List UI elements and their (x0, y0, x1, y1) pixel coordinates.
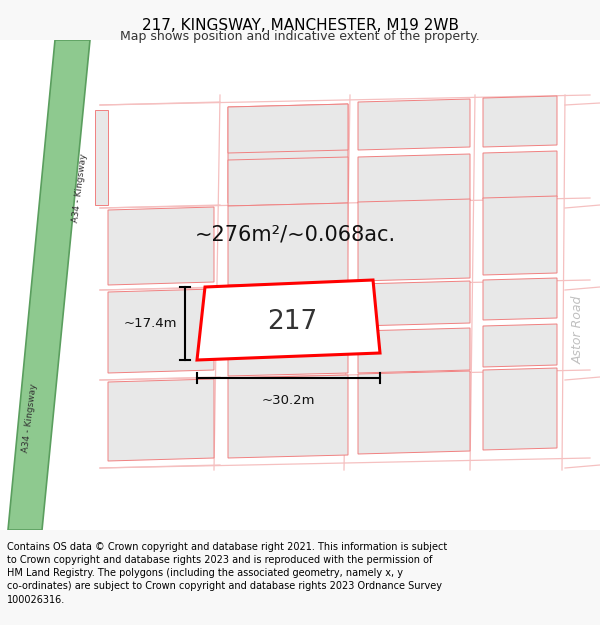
Polygon shape (358, 281, 470, 326)
Text: ~30.2m: ~30.2m (262, 394, 315, 407)
Polygon shape (483, 96, 557, 147)
Polygon shape (483, 278, 557, 320)
Polygon shape (483, 324, 557, 367)
Polygon shape (228, 157, 348, 206)
Polygon shape (358, 328, 470, 373)
Polygon shape (358, 154, 470, 203)
Polygon shape (108, 207, 214, 285)
Polygon shape (228, 203, 348, 285)
Polygon shape (483, 151, 557, 199)
Text: 217: 217 (267, 309, 317, 335)
Polygon shape (228, 104, 348, 203)
Polygon shape (95, 110, 108, 205)
Text: Map shows position and indicative extent of the property.: Map shows position and indicative extent… (120, 30, 480, 43)
Text: ~17.4m: ~17.4m (124, 317, 177, 330)
Text: A34 - Kingsway: A34 - Kingsway (71, 153, 89, 223)
Text: A34 - Kingsway: A34 - Kingsway (22, 383, 38, 453)
Polygon shape (483, 196, 557, 275)
Polygon shape (483, 368, 557, 450)
Text: Astor Road: Astor Road (571, 296, 584, 364)
Polygon shape (108, 379, 214, 461)
Polygon shape (8, 40, 90, 530)
Polygon shape (228, 104, 348, 153)
Polygon shape (228, 335, 348, 376)
Polygon shape (108, 289, 214, 373)
Text: 217, KINGSWAY, MANCHESTER, M19 2WB: 217, KINGSWAY, MANCHESTER, M19 2WB (142, 18, 458, 32)
Text: Contains OS data © Crown copyright and database right 2021. This information is : Contains OS data © Crown copyright and d… (7, 542, 448, 604)
Polygon shape (228, 375, 348, 458)
Polygon shape (228, 285, 348, 333)
Polygon shape (358, 99, 470, 150)
Polygon shape (197, 280, 380, 360)
Polygon shape (358, 199, 470, 281)
Polygon shape (358, 371, 470, 454)
Text: ~276m²/~0.068ac.: ~276m²/~0.068ac. (194, 225, 395, 245)
